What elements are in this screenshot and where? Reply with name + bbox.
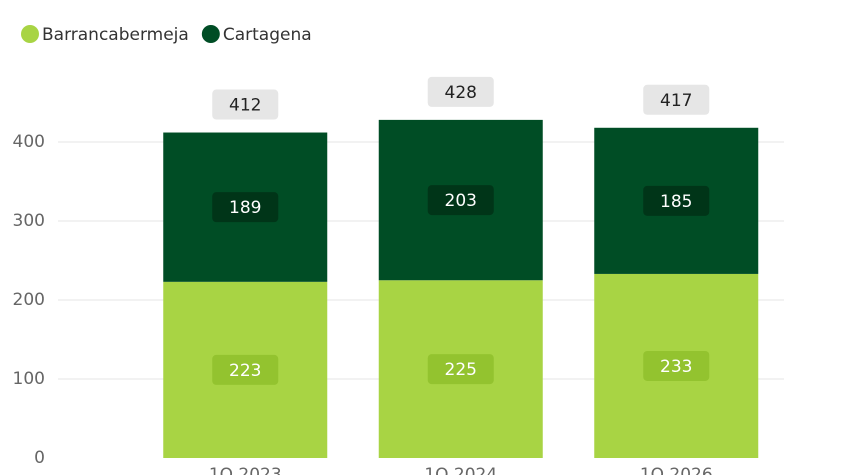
data-label-box	[212, 354, 279, 385]
data-label-box	[212, 192, 279, 223]
y-tick-label: 400	[13, 132, 45, 152]
data-label-box	[427, 354, 494, 385]
data-label: 225	[445, 360, 477, 380]
legend-label: Barrancabermeja	[42, 25, 189, 45]
total-label: 428	[445, 83, 477, 103]
data-label: 223	[229, 361, 261, 381]
total-label-box	[427, 76, 494, 107]
total-label-box	[212, 89, 279, 120]
y-tick-label: 300	[13, 211, 45, 231]
total-label-box	[643, 84, 710, 115]
legend-label: Cartagena	[223, 25, 312, 45]
y-tick-label: 0	[34, 448, 45, 468]
data-label-box	[427, 185, 494, 216]
x-tick-label: 1Q 2023	[209, 465, 282, 475]
data-label: 189	[229, 198, 261, 218]
data-label: 203	[445, 191, 477, 211]
y-tick-label: 200	[13, 290, 45, 310]
data-label: 185	[660, 192, 692, 212]
x-tick-label: 1Q 2026	[640, 465, 713, 475]
data-label: 233	[660, 357, 692, 377]
legend-swatch	[201, 25, 220, 43]
total-label: 417	[660, 91, 692, 111]
legend-swatch	[21, 25, 39, 43]
total-label: 412	[229, 96, 261, 116]
data-label-box	[643, 350, 710, 381]
x-tick-label: 1Q 2024	[424, 465, 497, 475]
data-label-box	[643, 185, 710, 216]
y-tick-label: 100	[13, 369, 45, 389]
